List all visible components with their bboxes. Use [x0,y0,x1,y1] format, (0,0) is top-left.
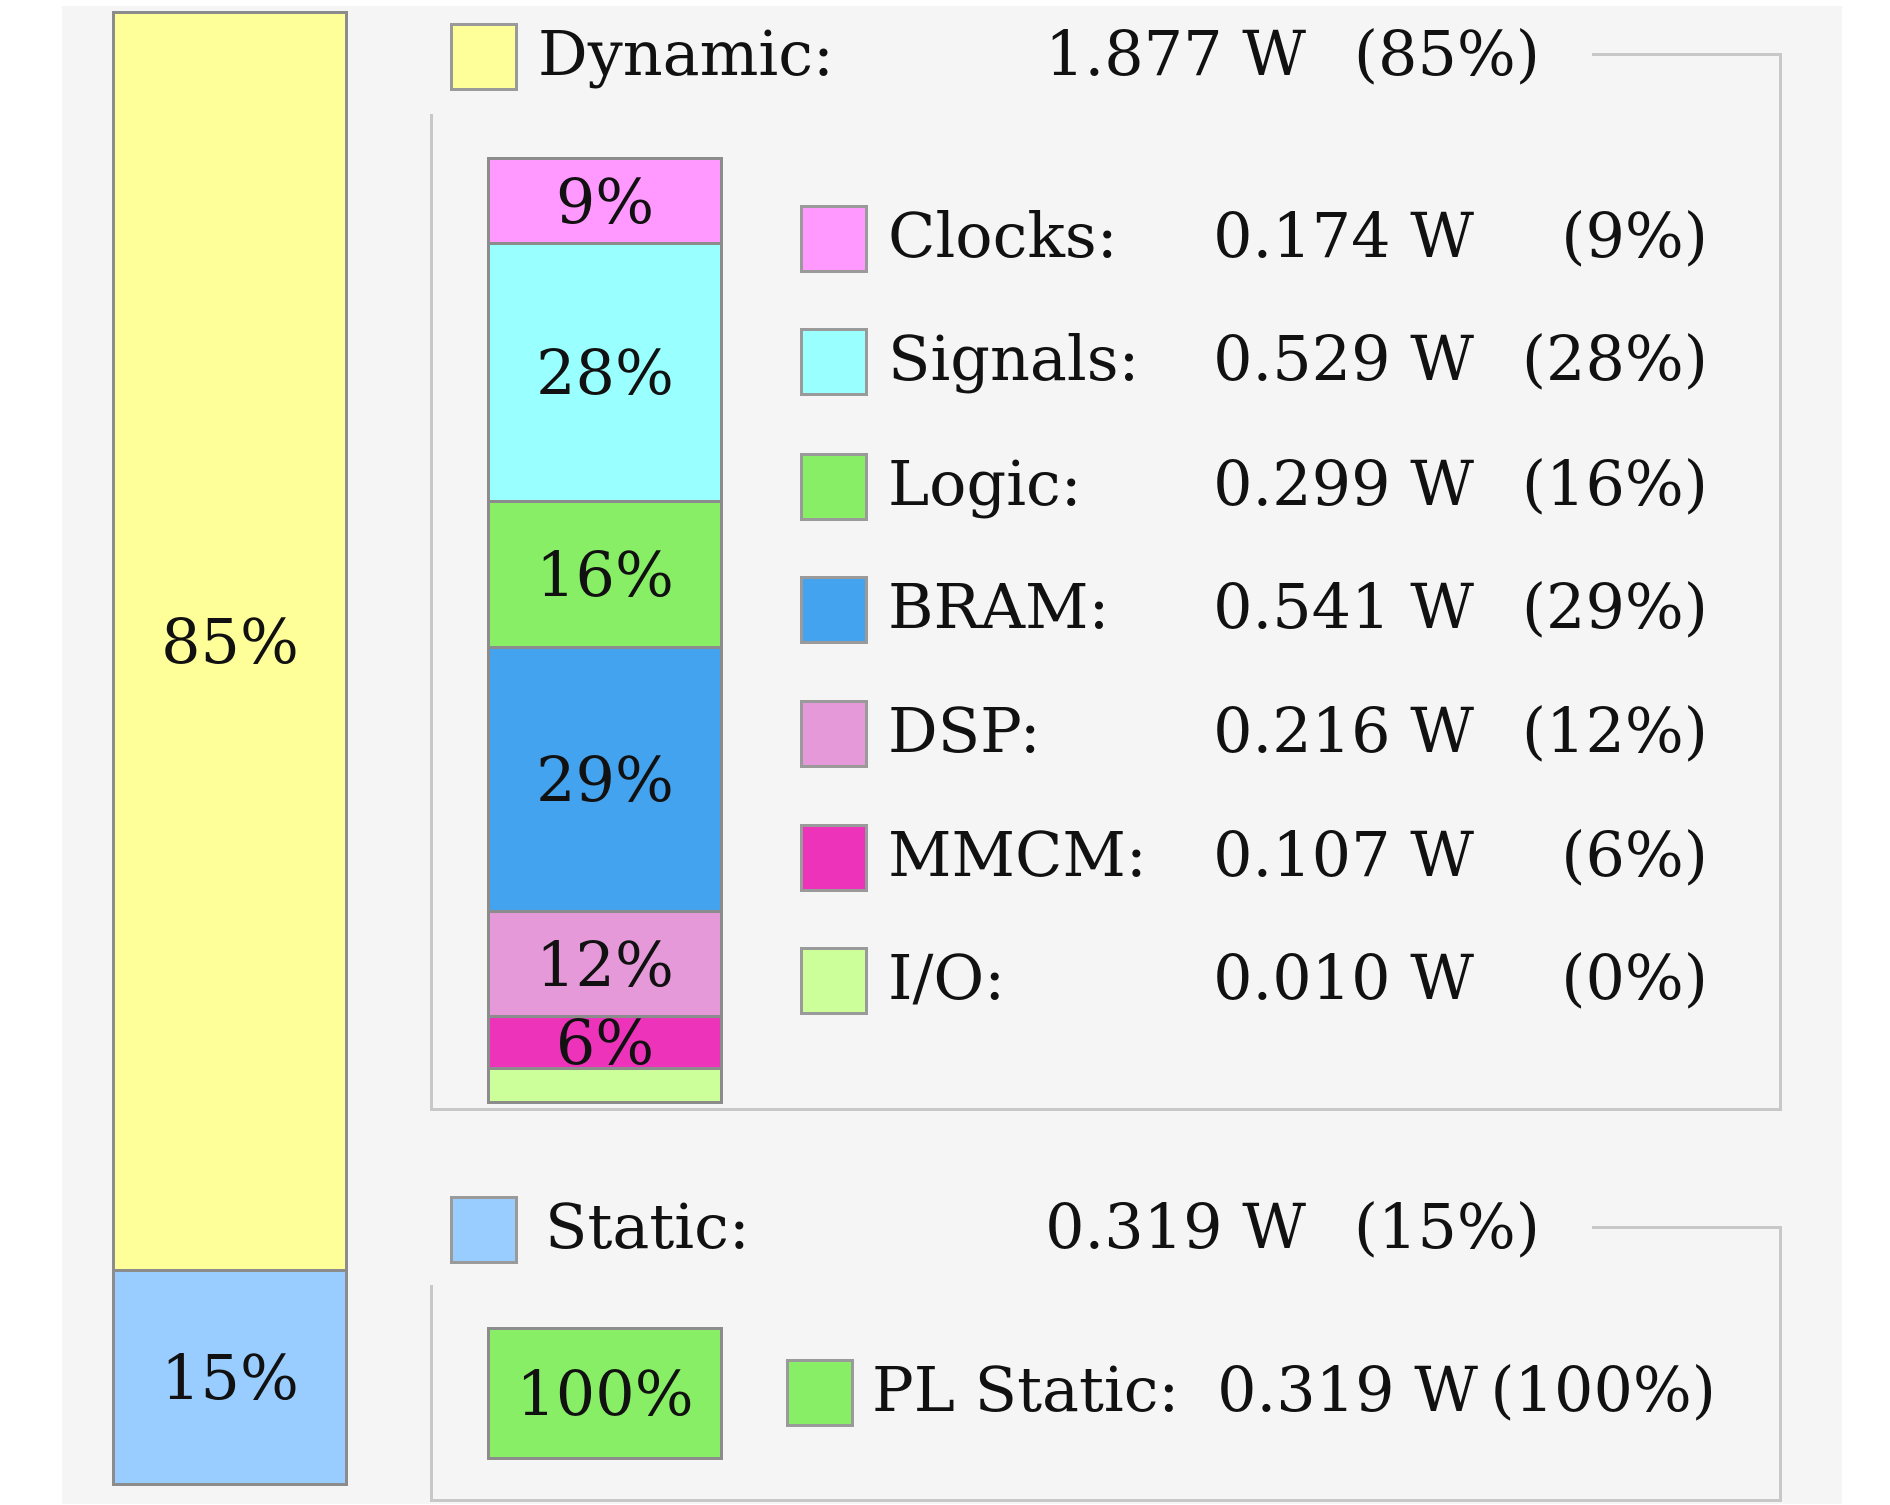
dynamic-bar-mmcm: 6% [487,1006,723,1079]
dynamic-header-label-dynamic: Dynamic: [538,17,834,90]
dynamic-bracket-right [1779,53,1782,1111]
dynamic-legend-swatch-i-o [800,947,868,1015]
static-header-label-static: Static: [545,1190,750,1263]
overall-bar-static: 15% [112,1269,348,1486]
dynamic-legend-swatch-signals [800,328,868,396]
dynamic-legend-percent-clocks: (9%) [1561,199,1708,272]
dynamic-bar-i-o [487,1067,723,1104]
static-header-percent-static: (15%) [1353,1190,1540,1263]
dynamic-legend-percent-bram: (29%) [1521,570,1708,643]
dynamic-legend-percent-logic: (16%) [1521,447,1708,520]
dynamic-legend-label-dsp: DSP: [888,694,1041,767]
dynamic-legend-percent-signals: (28%) [1521,322,1708,395]
dynamic-legend-label-signals: Signals: [888,322,1140,395]
dynamic-bar-signals: 28% [487,242,723,503]
chart-panel [62,6,1842,1504]
dynamic-legend-watts-i-o: 0.010 W [1213,941,1474,1014]
dynamic-legend-swatch-clocks [800,205,868,273]
dynamic-legend-swatch-mmcm [800,824,868,892]
dynamic-legend-watts-mmcm: 0.107 W [1213,818,1474,891]
dynamic-bar-clocks: 9% [487,157,723,245]
static-legend-watts-pl-static: 0.319 W [1217,1353,1478,1426]
dynamic-legend-swatch-bram [800,576,868,644]
dynamic-legend-watts-dsp: 0.216 W [1213,694,1474,767]
static-legend-percent-pl-static: (100%) [1490,1353,1716,1426]
dynamic-legend-label-bram: BRAM: [888,570,1110,643]
static-legend-swatch-pl-static [786,1359,854,1427]
static-bracket-top [1592,1226,1782,1229]
dynamic-bar-logic: 16% [487,500,723,649]
dynamic-bracket-bottom [430,1108,1782,1111]
static-bracket-bottom [430,1499,1782,1502]
dynamic-bracket-left [430,114,433,1111]
dynamic-legend-watts-logic: 0.299 W [1213,447,1474,520]
dynamic-legend-watts-clocks: 0.174 W [1213,199,1474,272]
static-header-swatch-static [450,1196,518,1264]
static-bracket-left [430,1285,433,1502]
dynamic-legend-percent-i-o: (0%) [1561,941,1708,1014]
dynamic-bar-dsp: 12% [487,910,723,1018]
dynamic-legend-percent-dsp: (12%) [1521,694,1708,767]
dynamic-legend-label-clocks: Clocks: [888,199,1118,272]
dynamic-legend-swatch-dsp [800,700,868,768]
dynamic-bracket-top [1592,53,1782,56]
overall-bar-dynamic: 85% [112,11,348,1272]
static-legend-label-pl-static: PL Static: [872,1353,1180,1426]
dynamic-bar-bram: 29% [487,646,723,913]
dynamic-legend-label-logic: Logic: [888,447,1082,520]
dynamic-header-watts-dynamic: 1.877 W [1045,17,1306,90]
dynamic-legend-percent-mmcm: (6%) [1561,818,1708,891]
dynamic-legend-watts-signals: 0.529 W [1213,322,1474,395]
dynamic-legend-watts-bram: 0.541 W [1213,570,1474,643]
dynamic-legend-label-i-o: I/O: [888,941,1006,1014]
dynamic-header-swatch-dynamic [450,23,518,91]
dynamic-legend-label-mmcm: MMCM: [888,818,1147,891]
dynamic-legend-swatch-logic [800,453,868,521]
dynamic-header-percent-dynamic: (85%) [1353,17,1540,90]
static-header-watts-static: 0.319 W [1045,1190,1306,1263]
static-bar-pl-static: 100% [487,1327,723,1460]
static-bracket-right [1779,1226,1782,1502]
